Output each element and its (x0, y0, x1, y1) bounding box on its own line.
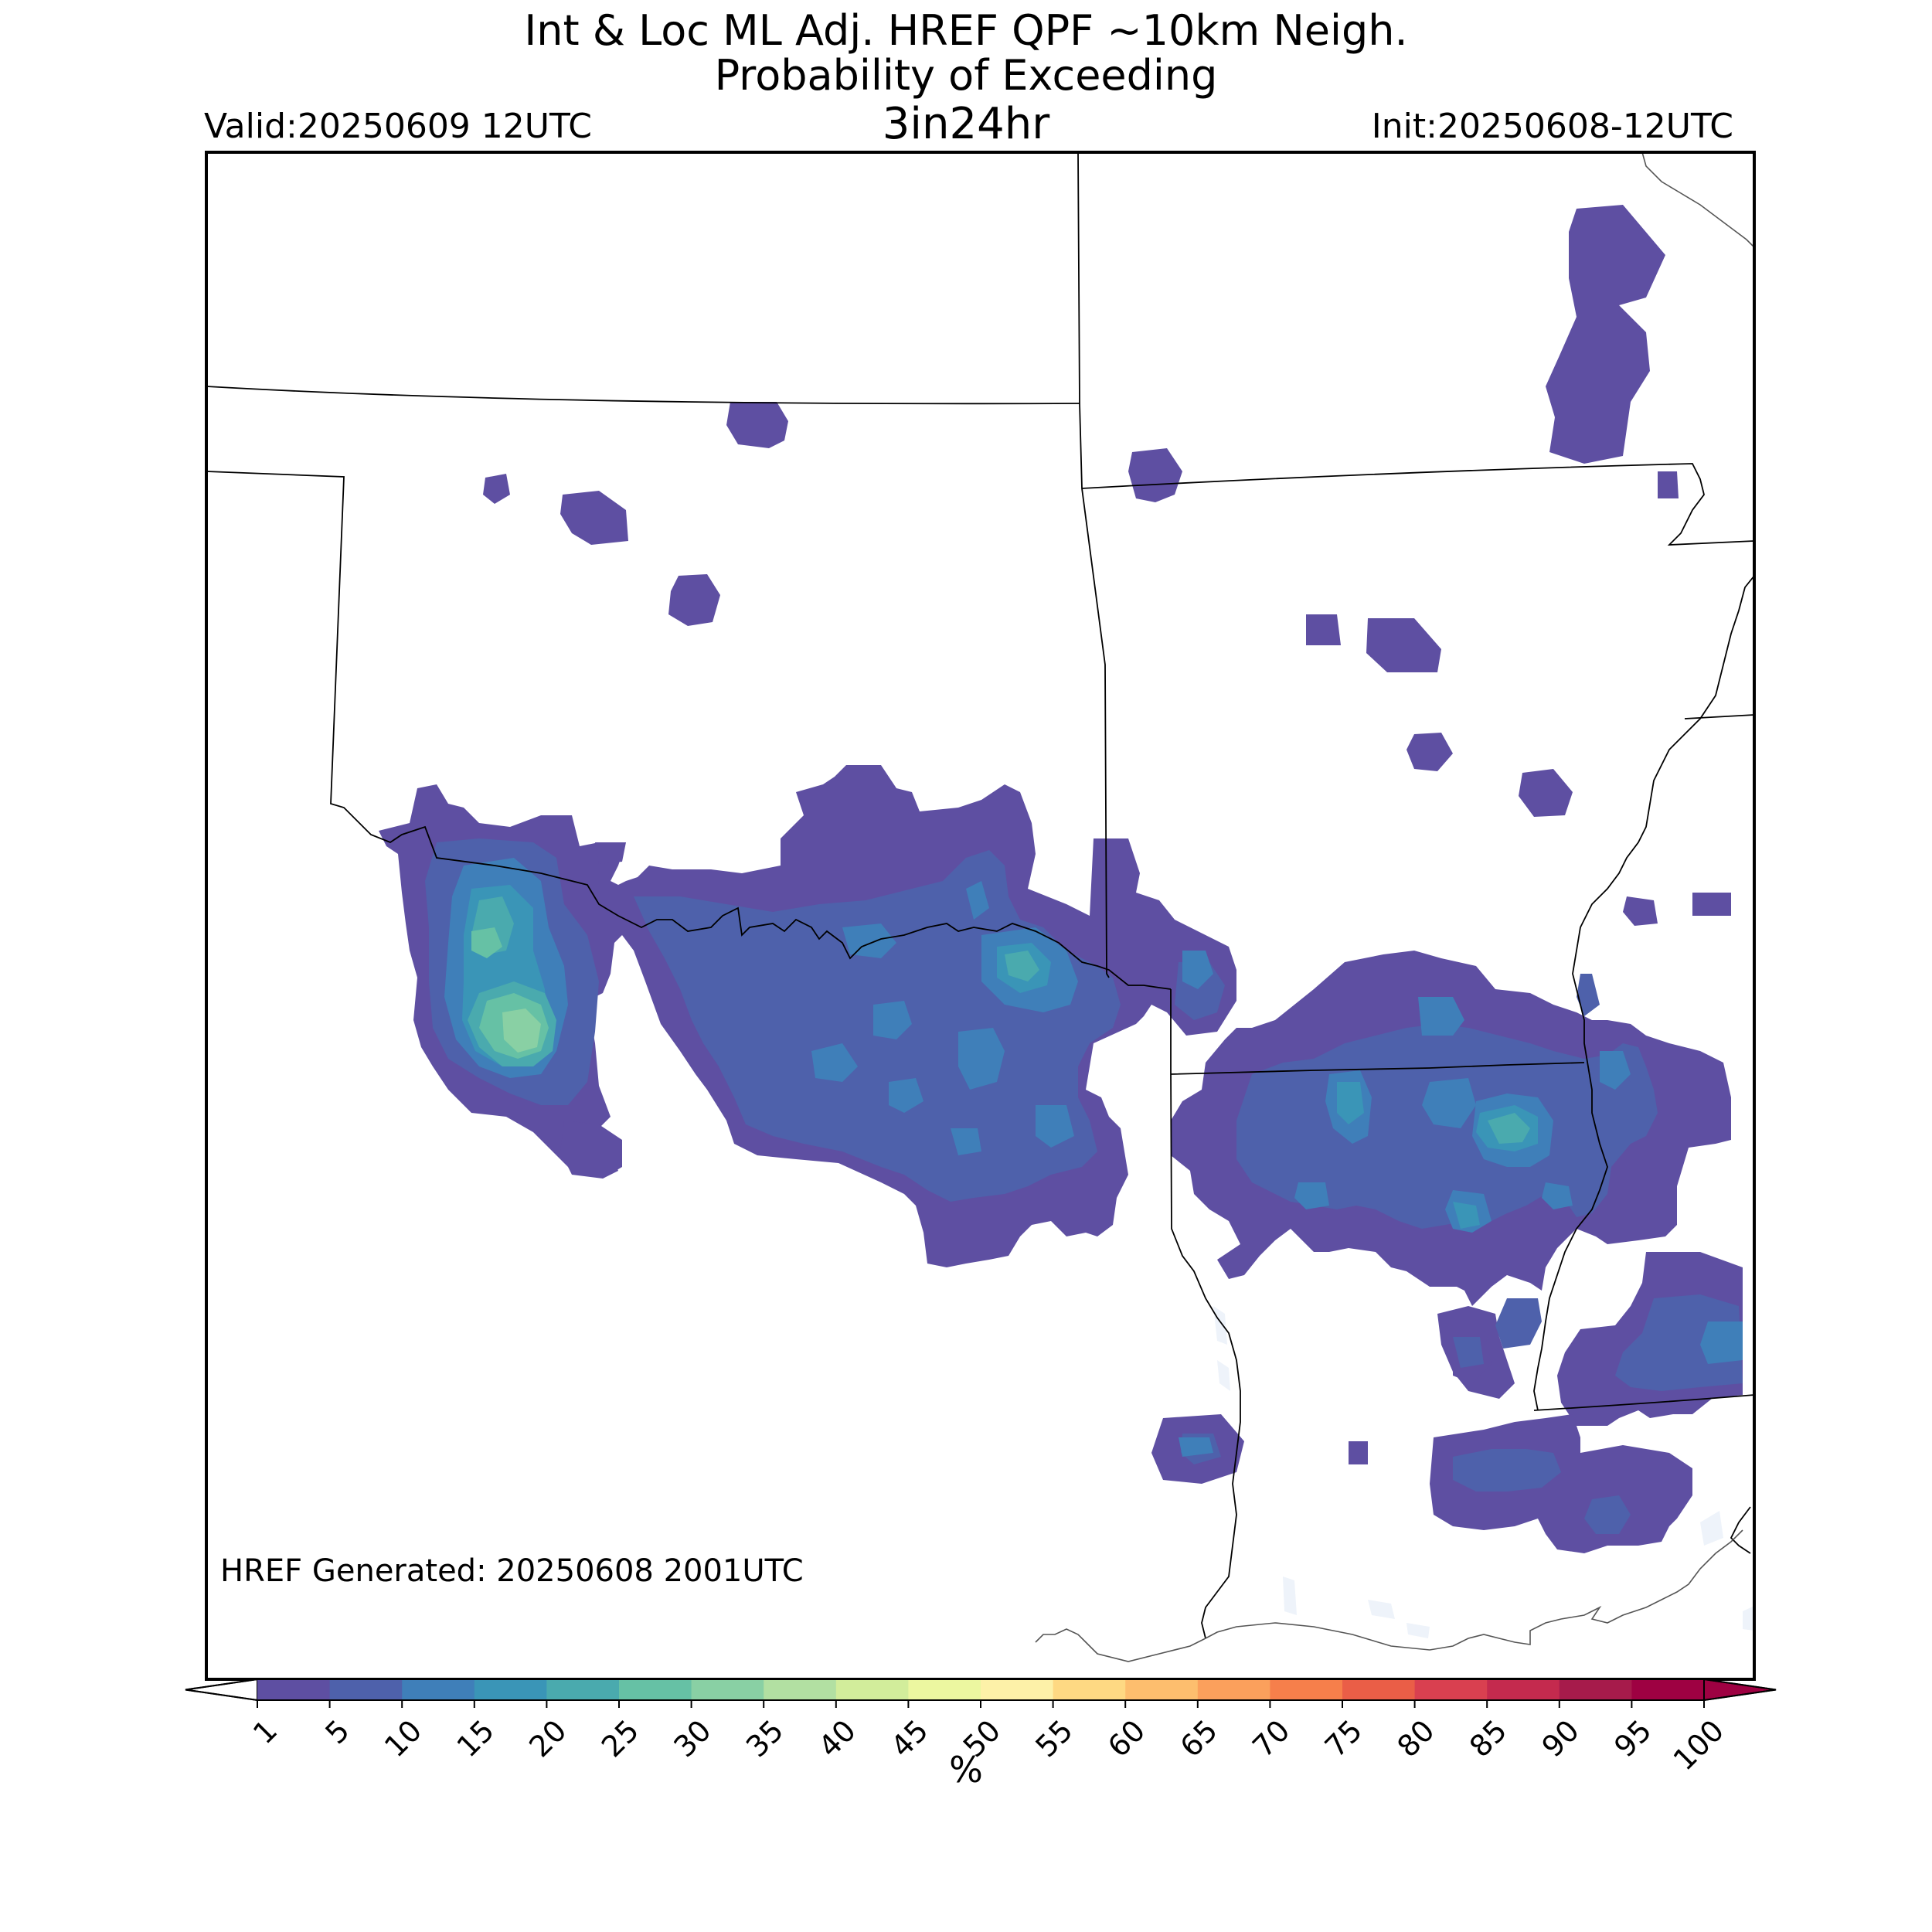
colorbar-bin (835, 1679, 909, 1700)
colorbar-tick-label: 35 (740, 1713, 790, 1764)
colorbar-bin (402, 1679, 475, 1700)
colorbar-tick-label: 15 (451, 1713, 501, 1764)
href-generated-label: HREF Generated: 20250608 2001UTC (220, 1553, 804, 1589)
map-area (206, 152, 1754, 1662)
colorbar-bin (1487, 1679, 1560, 1700)
colorbar-bin (1053, 1679, 1126, 1700)
colorbar-bin (908, 1679, 981, 1700)
title-line-1: Int & Loc ML Adj. HREF QPF ~10km Neigh. (524, 6, 1408, 55)
colorbar-tick-label: 75 (1318, 1713, 1369, 1764)
colorbar-bin (1342, 1679, 1416, 1700)
colorbar-bin (981, 1679, 1054, 1700)
colorbar-tick-label: 85 (1463, 1713, 1513, 1764)
colorbar-tick-label: 65 (1174, 1713, 1224, 1764)
water-bodies (1213, 1306, 1754, 1638)
colorbar-bin (1631, 1679, 1705, 1700)
colorbar-tick-label: 20 (522, 1713, 573, 1764)
colorbar-bin (1270, 1679, 1343, 1700)
colorbar-tick-label: 25 (595, 1713, 645, 1764)
colorbar-bin (1197, 1679, 1270, 1700)
colorbar-tick-label: 90 (1536, 1713, 1586, 1764)
colorbar-bin (546, 1679, 620, 1700)
colorbar-tick-label: 95 (1607, 1713, 1658, 1764)
colorbar-tick-label: 5 (319, 1713, 356, 1750)
title-line-2: Probability of Exceeding (714, 51, 1218, 100)
probability-lvl1 (379, 205, 1743, 1553)
colorbar-under-extend (185, 1678, 258, 1702)
colorbar-bin (691, 1679, 764, 1700)
coastline (1035, 152, 1754, 1662)
colorbar-tick-label: 70 (1246, 1713, 1296, 1764)
colorbar-tick-label: 30 (667, 1713, 717, 1764)
state-boundaries (206, 152, 1754, 1639)
colorbar-tick-label: 60 (1101, 1713, 1151, 1764)
colorbar-bin (1125, 1679, 1199, 1700)
colorbar-bin (474, 1679, 547, 1700)
colorbar-tick-label: 10 (378, 1713, 428, 1764)
colorbar-tick-label: 80 (1390, 1713, 1440, 1764)
colorbar-bin (329, 1679, 403, 1700)
probability-lvl7 (502, 1009, 541, 1053)
colorbar-bin (257, 1679, 331, 1700)
init-time: Init:20250608-12UTC (1371, 107, 1733, 146)
colorbar-bin (1414, 1679, 1488, 1700)
title-line-3: 3in24hr (882, 99, 1050, 149)
colorbar-unit-label: % (949, 1749, 983, 1791)
colorbar-tick-label: 55 (1029, 1713, 1079, 1764)
colorbar-tick-label: 100 (1667, 1713, 1730, 1777)
colorbar-over-extend (1703, 1678, 1777, 1702)
colorbar-tick-label: 40 (812, 1713, 862, 1764)
colorbar-tick-label: 1 (247, 1713, 284, 1750)
colorbar-bin (1559, 1679, 1632, 1700)
colorbar-bin (619, 1679, 692, 1700)
valid-time: Valid:20250609 12UTC (204, 107, 593, 146)
colorbar-bin (764, 1679, 837, 1700)
